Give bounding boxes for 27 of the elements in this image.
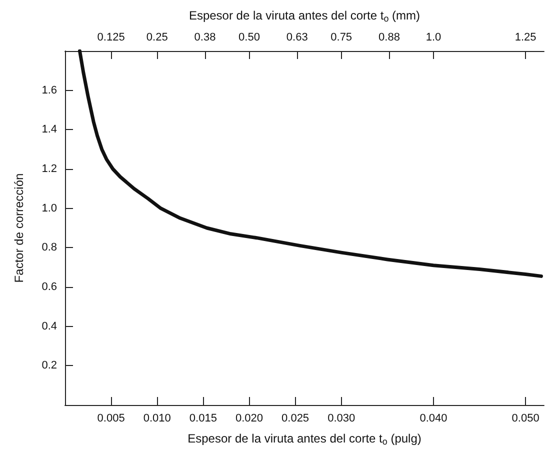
y-tick-label: 0.8	[42, 242, 57, 254]
y-tick-label: 1.6	[42, 84, 57, 96]
y-tick-label: 1.0	[42, 202, 57, 214]
x2-tick-label: 1.25	[514, 32, 536, 44]
x2-tick-label: 0.38	[194, 32, 216, 44]
x2-tick-label: 0.63	[286, 32, 308, 44]
y-tick-label: 0.6	[42, 281, 57, 293]
x-tick-label: 0.010	[143, 412, 171, 424]
x2-tick-label: 0.88	[378, 32, 400, 44]
y-tick-label: 0.4	[42, 320, 57, 332]
x2-tick-label: 1.0	[426, 32, 442, 44]
x-tick-label: 0.005	[97, 412, 125, 424]
x-tick-label: 0.050	[512, 412, 540, 424]
y-tick-label: 1.2	[42, 163, 57, 175]
x2-tick-label: 0.50	[238, 32, 260, 44]
x-tick-label: 0.025	[282, 412, 310, 424]
y-tick-label: 0.2	[42, 360, 57, 372]
x2-tick-label: 0.75	[330, 32, 352, 44]
y-tick-label: 1.4	[42, 124, 57, 136]
x-tick-label: 0.040	[420, 412, 448, 424]
x2-tick-label: 0.25	[146, 32, 168, 44]
x-tick-label: 0.015	[189, 412, 217, 424]
line-series	[78, 49, 543, 278]
x2-tick-label: 0.125	[97, 32, 125, 44]
x-tick-label: 0.020	[235, 412, 263, 424]
y-axis-title: Factor de corrección	[12, 173, 26, 283]
x-tick-label: 0.030	[328, 412, 356, 424]
